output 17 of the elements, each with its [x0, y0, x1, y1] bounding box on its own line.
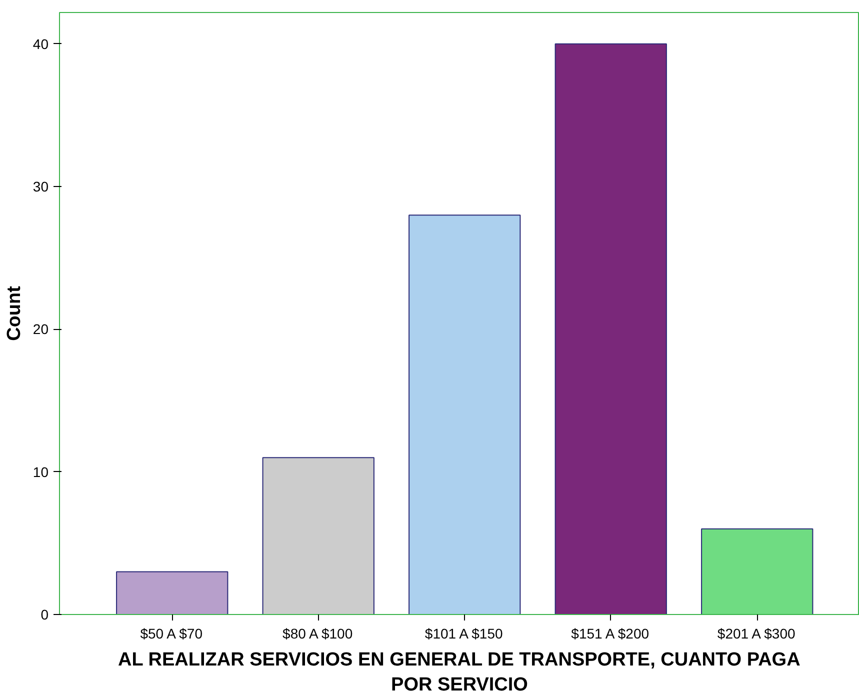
bar	[262, 457, 374, 614]
bar	[408, 214, 521, 614]
bar	[116, 571, 228, 614]
y-tick-label: 20	[32, 321, 49, 338]
y-tick-label: 0	[40, 606, 49, 622]
y-tick-label: 30	[32, 178, 49, 195]
x-tick-label: $80 A $100	[282, 626, 353, 642]
bar	[554, 43, 667, 614]
x-tick-label: $151 A $200	[571, 626, 650, 642]
x-tick-label: $50 A $70	[140, 626, 203, 642]
bar	[701, 528, 814, 614]
y-axis-title: Count	[4, 285, 25, 341]
x-tick-label: $201 A $300	[717, 626, 796, 642]
y-tick-label: 40	[32, 36, 49, 52]
x-axis-title: AL REALIZAR SERVICIOS EN GENERAL DE TRANSPORTE, CUANTO PAGA POR SERVICIO	[118, 650, 801, 696]
x-tick-label: $101 A $150	[424, 626, 503, 642]
y-tick-label: 10	[32, 464, 49, 480]
